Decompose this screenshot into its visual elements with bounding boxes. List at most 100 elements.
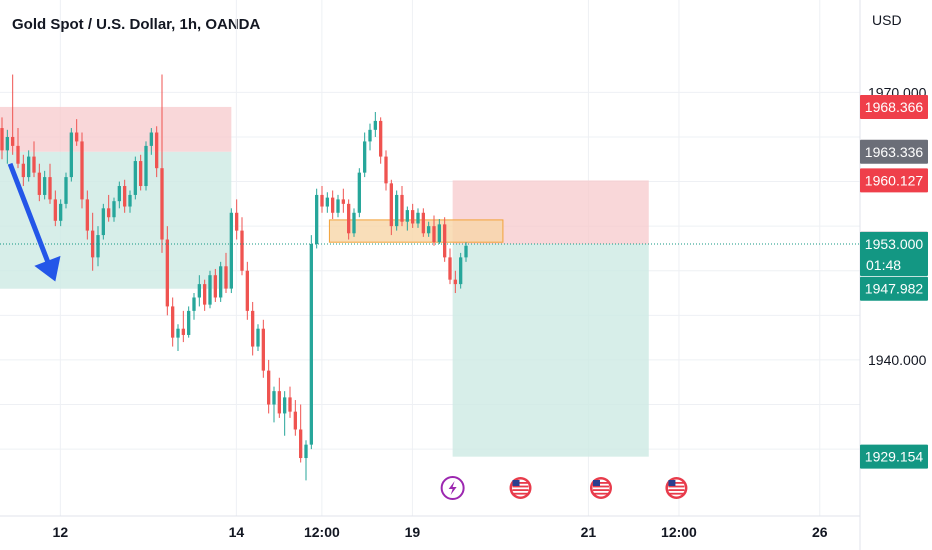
- candle-body: [352, 212, 356, 234]
- flag-stripe: [592, 482, 609, 484]
- candle-body: [107, 208, 111, 218]
- candle-body: [336, 199, 340, 213]
- flag-stripe: [592, 492, 609, 495]
- flag-canton: [512, 480, 520, 486]
- us-flag-icon[interactable]: [665, 477, 688, 499]
- candle-body: [208, 275, 212, 305]
- flag-stripe: [592, 489, 609, 491]
- candle-body: [389, 183, 393, 227]
- price-tag-bg: [860, 94, 928, 119]
- price-tag-bg: [860, 231, 928, 276]
- candle-body: [405, 210, 409, 222]
- candle-body: [27, 156, 31, 178]
- down-arrow-icon[interactable]: [7, 162, 61, 282]
- candle-body: [181, 328, 185, 335]
- candle-body: [21, 163, 25, 178]
- candle-body: [459, 257, 463, 285]
- candle-body: [299, 429, 303, 459]
- candle-body: [80, 141, 84, 200]
- candle-body: [176, 328, 180, 338]
- events[interactable]: [440, 476, 688, 500]
- candle-body: [320, 194, 324, 207]
- candle-body: [256, 328, 260, 347]
- candle-body: [453, 279, 457, 285]
- candle-body: [155, 132, 159, 169]
- candle-body: [11, 136, 15, 146]
- candle-body: [400, 194, 404, 222]
- candle-body: [261, 328, 265, 371]
- chart-title: Gold Spot / U.S. Dollar, 1h, OANDA: [12, 16, 261, 33]
- candle-body: [16, 145, 20, 164]
- candle-body: [251, 310, 255, 347]
- candle-body: [443, 224, 447, 258]
- candle-body: [53, 199, 57, 221]
- flag-canton: [592, 480, 600, 486]
- price-tags: 1968.3661963.3361960.1271953.0201953.000…: [860, 94, 928, 469]
- candle-body: [240, 230, 244, 271]
- price-tag-value: 1963.336: [865, 144, 924, 160]
- candle-body: [315, 194, 319, 244]
- candle-body: [224, 266, 228, 289]
- candle-body: [69, 132, 73, 178]
- candle-body: [341, 199, 345, 204]
- zone-right-short-target[interactable]: [452, 243, 649, 457]
- price-tag-bg: [860, 444, 928, 469]
- price-tag-upper-zone: 1968.366: [860, 94, 928, 119]
- x-tick-label: 26: [812, 524, 828, 540]
- candle-body: [411, 210, 415, 224]
- candle-body: [357, 172, 361, 213]
- candle-body: [363, 141, 367, 173]
- candle-body: [384, 156, 388, 184]
- candle-body: [133, 161, 137, 195]
- candle-body: [160, 168, 164, 240]
- candle-body: [309, 243, 313, 445]
- candle-body: [32, 156, 36, 173]
- lightning-icon[interactable]: [440, 476, 465, 500]
- candle-body: [165, 239, 169, 307]
- flag-stripe: [512, 482, 529, 484]
- candle-body: [368, 129, 372, 142]
- flag-stripe: [592, 485, 609, 488]
- flag-stripe: [512, 492, 529, 495]
- candle-body: [96, 235, 100, 258]
- candles: [0, 74, 468, 481]
- zone-resistance-box[interactable]: [328, 219, 504, 243]
- candle-body: [437, 224, 441, 243]
- candle-body: [331, 197, 335, 213]
- candle-body: [325, 197, 329, 207]
- candle-body: [267, 370, 271, 405]
- flag-stripe: [512, 489, 529, 491]
- flag-canton: [668, 480, 676, 486]
- annotations[interactable]: [0, 162, 860, 282]
- candle-body: [37, 172, 41, 195]
- candle-body: [75, 132, 79, 142]
- price-tag-value: 1953.000: [865, 236, 924, 252]
- candle-body: [448, 257, 452, 280]
- candle-body: [171, 306, 175, 338]
- flag-stripe: [512, 485, 529, 488]
- candle-body: [85, 199, 89, 231]
- candle-body: [427, 226, 431, 234]
- candle-body: [304, 444, 308, 459]
- price-tag-stop-loss: 1960.127: [860, 168, 928, 193]
- x-tick-label: 14: [229, 524, 245, 540]
- candle-body: [213, 275, 217, 298]
- price-tag-take-profit: 1929.154: [860, 444, 928, 469]
- price-tag-prior-high: 1963.336: [860, 139, 928, 164]
- flag-stripe: [668, 482, 685, 484]
- us-flag-icon[interactable]: [509, 477, 532, 499]
- candle-body: [91, 230, 95, 258]
- candle-body: [203, 284, 207, 305]
- zone-left-short-stop[interactable]: [0, 106, 232, 152]
- us-flag-icon[interactable]: [589, 477, 612, 499]
- candle-body: [245, 270, 249, 311]
- candle-body: [432, 226, 436, 243]
- candle-body: [144, 145, 148, 187]
- price-tag-countdown: 01:48: [866, 257, 901, 273]
- candle-body: [48, 177, 52, 200]
- candle-body: [416, 212, 420, 224]
- price-tag-value: 1960.127: [865, 172, 924, 188]
- candle-body: [0, 128, 4, 151]
- candle-body: [219, 266, 223, 298]
